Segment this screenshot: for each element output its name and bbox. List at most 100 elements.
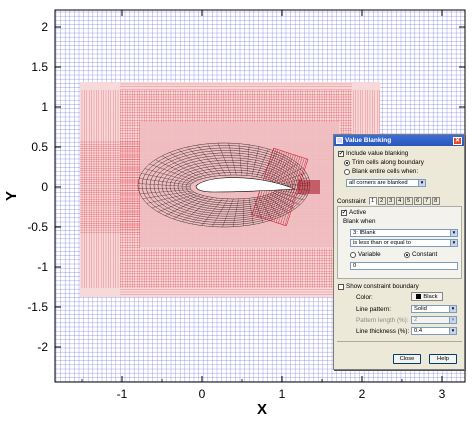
airfoil-mesh-ray — [268, 158, 292, 180]
close-button[interactable]: Close — [393, 354, 421, 364]
variable-radio-row[interactable]: Variable — [350, 251, 381, 258]
chevron-down-icon[interactable]: ▼ — [449, 328, 456, 334]
corners-select-value: all corners are blanked — [349, 180, 408, 186]
dialog-titlebar[interactable]: Value Blanking ✕ — [334, 135, 464, 146]
tab-constraint-7[interactable]: 7 — [422, 197, 431, 205]
tab-constraint-4[interactable]: 4 — [395, 197, 404, 205]
blank-entire-radio[interactable] — [344, 168, 350, 175]
airfoil-mesh-ray — [211, 198, 229, 227]
close-icon[interactable]: ✕ — [453, 136, 462, 145]
dialog-title: Value Blanking — [345, 137, 392, 144]
app-icon — [336, 137, 343, 144]
constant-radio-row[interactable]: Constant — [404, 251, 437, 258]
include-value-blanking-checkbox[interactable] — [338, 149, 344, 157]
airfoil-mesh-ray — [151, 193, 198, 209]
show-boundary-label: Show constraint boundary — [346, 283, 419, 290]
airfoil-mesh-ray — [144, 168, 194, 183]
flap-mesh-block — [298, 180, 320, 194]
color-button[interactable]: Black — [411, 292, 443, 301]
line-thickness-select[interactable]: 0.4 ▼ — [411, 327, 457, 335]
airfoil-mesh-ray — [182, 197, 213, 222]
active-checkbox[interactable] — [341, 208, 347, 216]
show-boundary-checkbox[interactable] — [338, 283, 344, 290]
x-tick-label: 0 — [199, 387, 206, 401]
variable-select[interactable]: 3: IBlank ▼ — [350, 229, 458, 237]
blank-entire-row[interactable]: Blank entire cells when: — [344, 168, 418, 175]
airfoil-mesh-ray — [191, 197, 218, 225]
y-tick-label: -1.5 — [27, 300, 48, 314]
airfoil-mesh-ray — [178, 149, 211, 177]
x-tick-label: -1 — [117, 387, 128, 401]
line-pattern-select[interactable]: Solid ▼ — [411, 305, 457, 313]
airfoil-mesh-ray — [222, 198, 234, 228]
airfoil-mesh-ray — [197, 144, 221, 176]
airfoil-mesh-ray — [228, 143, 237, 176]
line-thickness-row: Line thickness (%): — [356, 328, 409, 335]
airfoil-mesh — [137, 142, 320, 228]
help-button[interactable]: Help — [429, 354, 457, 364]
airfoil-mesh-ray — [155, 159, 199, 180]
airfoil-mesh-ray — [173, 196, 209, 220]
airfoil-mesh-ray — [149, 163, 196, 182]
y-tick-label: 0 — [41, 180, 48, 194]
line-pattern-value: Solid — [414, 306, 427, 312]
active-row[interactable]: Active — [341, 208, 367, 216]
trim-cells-radio[interactable] — [344, 159, 350, 166]
active-label: Active — [349, 209, 367, 216]
chevron-down-icon[interactable]: ▼ — [418, 180, 425, 186]
x-tick-label: 2 — [359, 387, 366, 401]
airfoil-mesh-ray — [201, 198, 223, 226]
tab-constraint-8[interactable]: 8 — [431, 197, 440, 205]
airfoil-mesh-ray — [139, 178, 191, 186]
chevron-down-icon[interactable]: ▼ — [450, 240, 457, 246]
y-tick-label: 1.5 — [31, 60, 48, 74]
constraint-panel: Active Blank when 3: IBlank ▼ is less th… — [337, 206, 462, 279]
chevron-down-icon[interactable]: ▼ — [449, 306, 456, 312]
show-boundary-row[interactable]: Show constraint boundary — [338, 283, 419, 290]
x-axis-label: X — [257, 401, 267, 418]
plot-frame — [54, 9, 466, 383]
y-axis-label: Y — [3, 191, 20, 201]
blank-when-row: Blank when — [343, 218, 376, 225]
airfoil-mesh-ray — [276, 172, 307, 184]
tab-constraint-1[interactable]: 1 — [368, 197, 377, 205]
airfoil-mesh-ray — [138, 183, 191, 187]
x-tick-label: 1 — [279, 387, 286, 401]
tab-constraint-5[interactable]: 5 — [404, 197, 413, 205]
airfoil-mesh-ray — [207, 143, 226, 176]
airfoil-mesh-ray — [269, 193, 295, 210]
airfoil-mesh-ray — [260, 151, 278, 178]
airfoil-mesh-ray — [187, 146, 216, 177]
y-tick-label: -1 — [37, 260, 48, 274]
condition-select[interactable]: is less than or equal to ▼ — [350, 239, 458, 247]
constant-radio[interactable] — [404, 251, 410, 258]
y-tick-label: -2 — [37, 340, 48, 354]
include-value-blanking-label: Include value blanking — [346, 150, 409, 157]
tab-constraint-3[interactable]: 3 — [386, 197, 395, 205]
pattern-length-row: Pattern length (%): — [356, 317, 409, 324]
airfoil-mesh-ray — [146, 192, 195, 204]
tab-constraint-2[interactable]: 2 — [377, 197, 386, 205]
airfoil-mesh-ray — [256, 148, 269, 177]
line-thickness-value: 0.4 — [414, 328, 423, 334]
pattern-length-value: 2 — [414, 317, 418, 323]
corners-select[interactable]: all corners are blanked ▼ — [346, 179, 426, 187]
constraint-label: Constraint — [337, 197, 366, 205]
color-swatch — [416, 294, 422, 299]
airfoil-mesh-ray — [258, 196, 273, 220]
trim-cells-row[interactable]: Trim cells along boundary — [344, 159, 424, 166]
airfoil-mesh-ray — [138, 187, 191, 189]
constraint-tabs: Constraint 1 2 3 4 5 6 7 8 — [337, 197, 440, 205]
axis-tick-labels: -1 0 1 2 321.510.50-0.5-1-1.5-2 — [27, 20, 445, 401]
color-row: Color: — [356, 294, 373, 301]
airfoil-mesh-ray — [246, 144, 250, 176]
y-tick-label: 2 — [41, 20, 48, 34]
airfoil-mesh-ray — [217, 143, 232, 176]
include-value-blanking-row[interactable]: Include value blanking — [338, 149, 409, 157]
chevron-down-icon[interactable]: ▼ — [450, 230, 457, 236]
y-tick-label: 0.5 — [31, 140, 48, 154]
tab-constraint-6[interactable]: 6 — [413, 197, 422, 205]
airfoil-mesh-ray — [238, 143, 242, 176]
constant-value-input[interactable]: 0 — [350, 262, 458, 270]
variable-radio[interactable] — [350, 251, 356, 258]
